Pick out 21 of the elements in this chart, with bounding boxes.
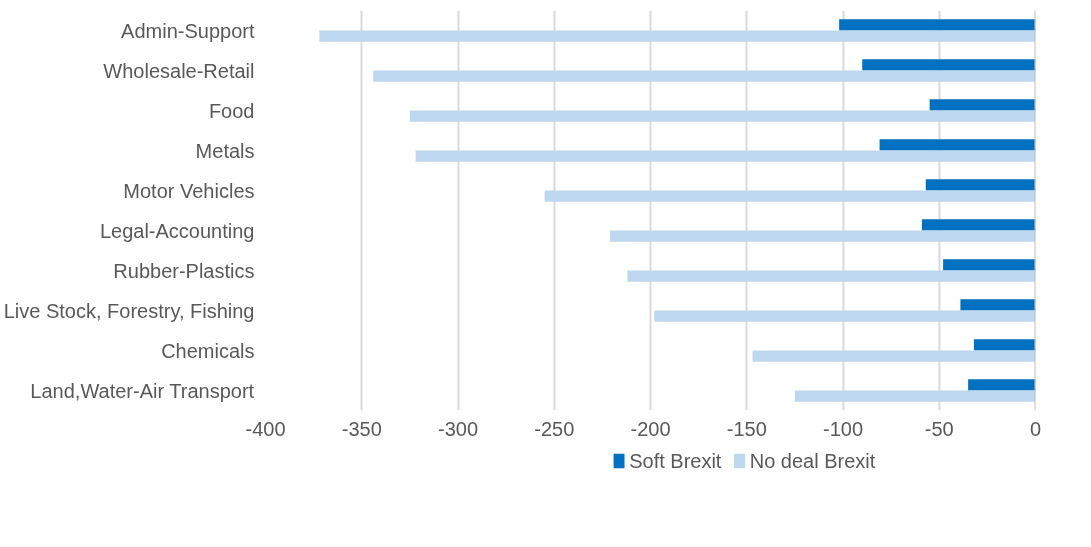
x-tick-label: -100 (822, 417, 864, 440)
y-tick-label: Wholesale-Retail (103, 59, 255, 82)
y-tick-label: Metals (195, 139, 255, 162)
x-tick-label: -200 (630, 417, 671, 440)
y-tick-label: Rubber-Plastics (113, 259, 255, 282)
x-tick-label: -250 (534, 417, 575, 440)
y-tick-label: Food (208, 99, 255, 122)
y-tick-label: Live Stock, Forestry, Fishing (3, 299, 255, 322)
y-tick-label: Land,Water-Air Transport (30, 379, 255, 402)
y-tick-label: Chemicals (161, 339, 255, 362)
legend-label: No deal Brexit (749, 450, 876, 472)
legend-label: Soft Brexit (629, 450, 722, 472)
y-tick-label: Motor Vehicles (123, 179, 255, 202)
x-tick-label: -50 (924, 417, 954, 440)
x-tick-label: -150 (726, 417, 767, 440)
x-tick-label: -300 (437, 417, 479, 440)
x-tick-label: -400 (245, 417, 286, 440)
x-tick-label: 0 (1029, 417, 1042, 440)
x-tick-label: -350 (341, 417, 382, 440)
y-tick-label: Admin-Support (121, 19, 255, 42)
y-tick-label: Legal-Accounting (99, 219, 255, 242)
